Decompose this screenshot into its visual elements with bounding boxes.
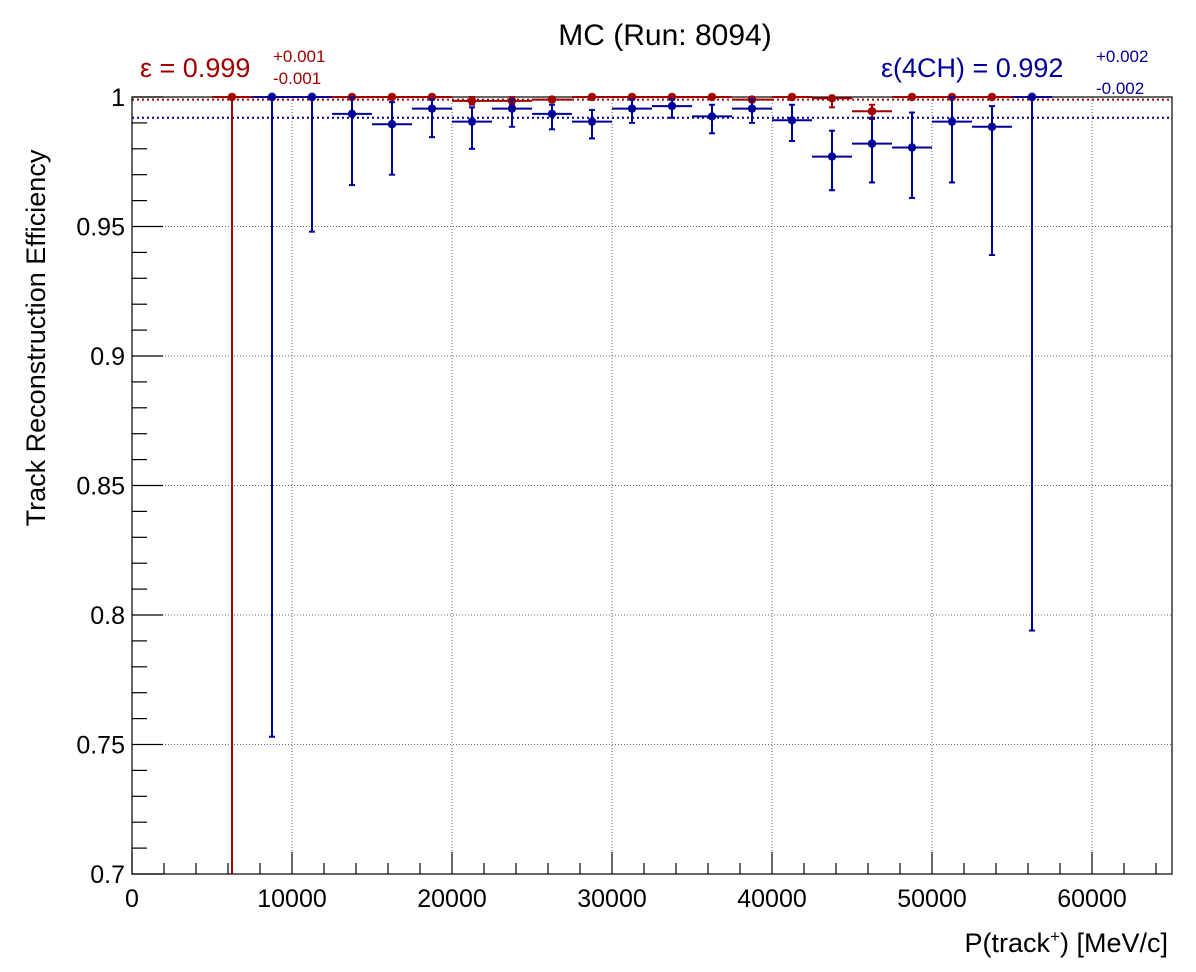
data-point [387, 119, 397, 129]
blue-efficiency-plus-error: +0.002 [1096, 47, 1148, 66]
series-0 [212, 92, 1052, 874]
data-point [987, 122, 997, 131]
data-point [787, 116, 797, 125]
grid-lines [132, 97, 1172, 874]
data-point [227, 92, 237, 102]
y-tick-label: 0.7 [90, 861, 125, 889]
blue-efficiency-annotation: ε(4CH) = 0.992 [881, 53, 1063, 83]
data-point [827, 94, 837, 103]
data-point [907, 92, 917, 102]
series-1 [252, 92, 1052, 738]
x-tick-label: 30000 [577, 885, 647, 913]
data-point [747, 104, 757, 113]
y-tick-label: 0.75 [76, 732, 125, 760]
data-point [787, 92, 797, 102]
x-tick-label: 0 [125, 885, 139, 913]
red-efficiency-plus-error: +0.001 [273, 47, 325, 66]
x-axis-label-sup: + [1050, 927, 1060, 946]
data-point [267, 92, 277, 102]
data-point [707, 92, 717, 102]
y-tick-label: 0.95 [76, 214, 125, 242]
data-point [387, 92, 397, 102]
data-point [947, 117, 957, 126]
red-efficiency-annotation: ε = 0.999 [140, 53, 250, 83]
y-tick-label: 0.9 [90, 343, 125, 371]
data-point [347, 109, 357, 119]
x-tick-label: 50000 [897, 885, 967, 913]
x-tick-label: 40000 [737, 885, 807, 913]
data-point [1027, 92, 1037, 102]
chart-title: MC (Run: 8094) [558, 19, 771, 52]
data-point [987, 92, 997, 102]
data-point [587, 117, 597, 126]
x-tick-label: 60000 [1057, 885, 1127, 913]
data-point [507, 104, 517, 113]
x-axis-label-main: P(track [965, 928, 1051, 958]
data-point [467, 117, 477, 126]
data-point [547, 95, 557, 104]
data-point [827, 152, 837, 161]
axis-ticks: 0 10000 20000 30000 40000 50000 60000 0.7 0.75 0.… [76, 84, 1157, 913]
data-point [587, 92, 597, 102]
data-point [667, 101, 677, 111]
data-point [707, 112, 717, 121]
y-axis-label: Track Reconstruction Efficiency [21, 149, 51, 526]
data-point [547, 109, 557, 119]
x-axis-label: P(track+) [MeV/c] [965, 927, 1168, 958]
x-tick-label: 20000 [417, 885, 487, 913]
reference-lines [132, 98, 1172, 119]
data-point [427, 104, 437, 113]
data-point [867, 139, 877, 148]
blue-efficiency-minus-error: -0.002 [1096, 79, 1144, 98]
data-point [907, 143, 917, 152]
red-efficiency-minus-error: -0.001 [273, 69, 321, 88]
x-axis-label-unit: ) [MeV/c] [1060, 928, 1168, 958]
y-tick-label: 0.8 [90, 602, 125, 630]
data-point [867, 107, 877, 116]
data-series [212, 92, 1052, 874]
data-point [627, 104, 637, 113]
data-point [467, 96, 477, 106]
data-point [307, 92, 317, 102]
x-tick-label: 10000 [257, 885, 327, 913]
y-tick-label: 0.85 [76, 473, 125, 501]
y-tick-label: 1 [111, 84, 125, 112]
